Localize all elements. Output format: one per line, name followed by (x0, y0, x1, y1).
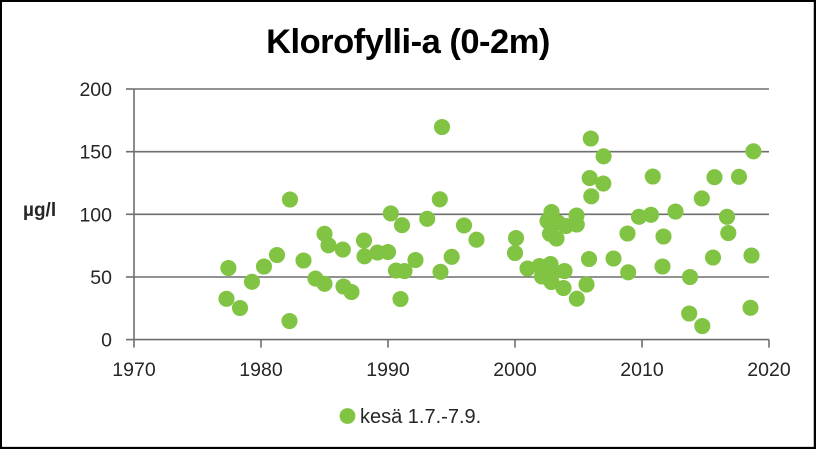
svg-text:0: 0 (101, 330, 112, 352)
svg-text:1970: 1970 (112, 359, 156, 381)
svg-text:150: 150 (79, 142, 112, 164)
svg-text:1980: 1980 (239, 359, 283, 381)
svg-text:100: 100 (79, 204, 112, 226)
svg-text:2020: 2020 (747, 359, 791, 381)
svg-text:µg/l: µg/l (23, 200, 56, 221)
svg-text:2010: 2010 (620, 359, 664, 381)
svg-text:1990: 1990 (366, 359, 410, 381)
svg-text:200: 200 (79, 79, 112, 101)
svg-text:Klorofylli-a (0-2m): Klorofylli-a (0-2m) (266, 23, 550, 61)
svg-text:kesä 1.7.-7.9.: kesä 1.7.-7.9. (360, 406, 481, 428)
svg-text:50: 50 (90, 267, 112, 289)
svg-text:2000: 2000 (493, 359, 537, 381)
